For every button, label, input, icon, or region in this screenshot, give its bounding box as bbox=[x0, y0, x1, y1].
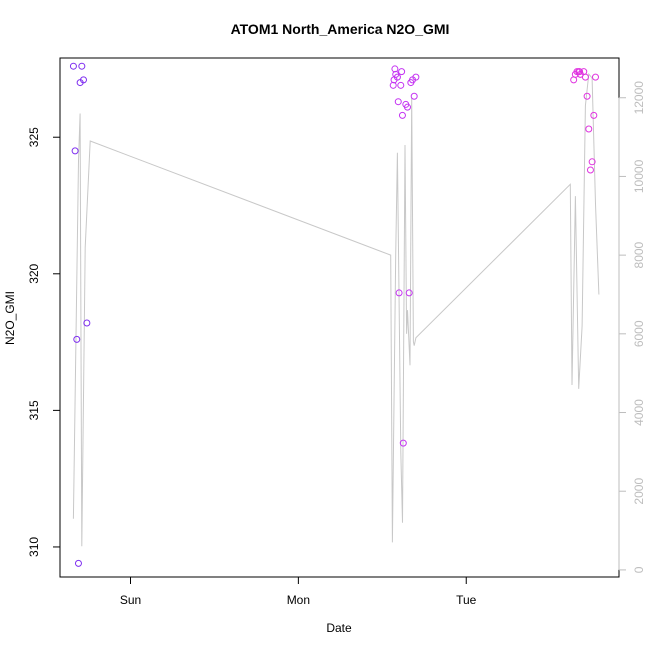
data-point bbox=[393, 73, 401, 81]
data-point bbox=[399, 439, 407, 447]
chart-title: ATOM1 North_America N2O_GMI bbox=[231, 21, 450, 37]
series-points-layer bbox=[69, 62, 599, 567]
y-tick-label: 315 bbox=[27, 400, 41, 420]
data-point bbox=[581, 73, 589, 81]
data-point bbox=[591, 73, 599, 81]
data-point bbox=[73, 335, 81, 343]
y-tick-label: 320 bbox=[27, 263, 41, 283]
y-axis-left: 310 315 320 325 bbox=[27, 127, 61, 557]
y-right-tick-label: 8000 bbox=[632, 241, 646, 268]
data-point bbox=[398, 111, 406, 119]
data-point bbox=[69, 62, 77, 70]
y-tick-label: 325 bbox=[27, 127, 41, 147]
x-tick-label: Mon bbox=[287, 593, 310, 607]
x-tick-label: Sun bbox=[120, 593, 141, 607]
y-right-tick-label: 6000 bbox=[632, 320, 646, 347]
y-right-tick-label: 2000 bbox=[632, 478, 646, 505]
data-point bbox=[590, 111, 598, 119]
data-point bbox=[398, 68, 406, 76]
x-tick-label: Tue bbox=[456, 593, 477, 607]
data-point bbox=[71, 147, 79, 155]
x-axis-label: Date bbox=[326, 621, 352, 635]
data-point bbox=[588, 158, 596, 166]
y-tick-label: 310 bbox=[27, 537, 41, 557]
data-point bbox=[78, 62, 86, 70]
data-point bbox=[395, 289, 403, 297]
plot-frame bbox=[59, 57, 620, 578]
data-point bbox=[586, 166, 594, 174]
data-point bbox=[394, 98, 402, 106]
series-line-layer bbox=[72, 72, 600, 547]
x-axis: Sun Mon Tue bbox=[120, 576, 477, 607]
data-point bbox=[585, 125, 593, 133]
data-point bbox=[412, 73, 420, 81]
altitude-line bbox=[72, 72, 600, 547]
data-point bbox=[405, 289, 413, 297]
y-axis-right: 0 2000 4000 6000 8000 10000 12000 bbox=[618, 81, 646, 573]
data-point bbox=[74, 559, 82, 567]
data-point bbox=[397, 81, 405, 89]
y-right-tick-label: 0 bbox=[632, 566, 646, 573]
y-right-tick-label: 4000 bbox=[632, 399, 646, 426]
data-point bbox=[583, 92, 591, 100]
data-point bbox=[410, 92, 418, 100]
data-point bbox=[403, 103, 411, 111]
y-axis-label: N2O_GMI bbox=[3, 291, 17, 345]
y-right-tick-label: 12000 bbox=[632, 81, 646, 115]
data-point bbox=[83, 319, 91, 327]
y-right-tick-label: 10000 bbox=[632, 159, 646, 193]
data-point bbox=[80, 76, 88, 84]
